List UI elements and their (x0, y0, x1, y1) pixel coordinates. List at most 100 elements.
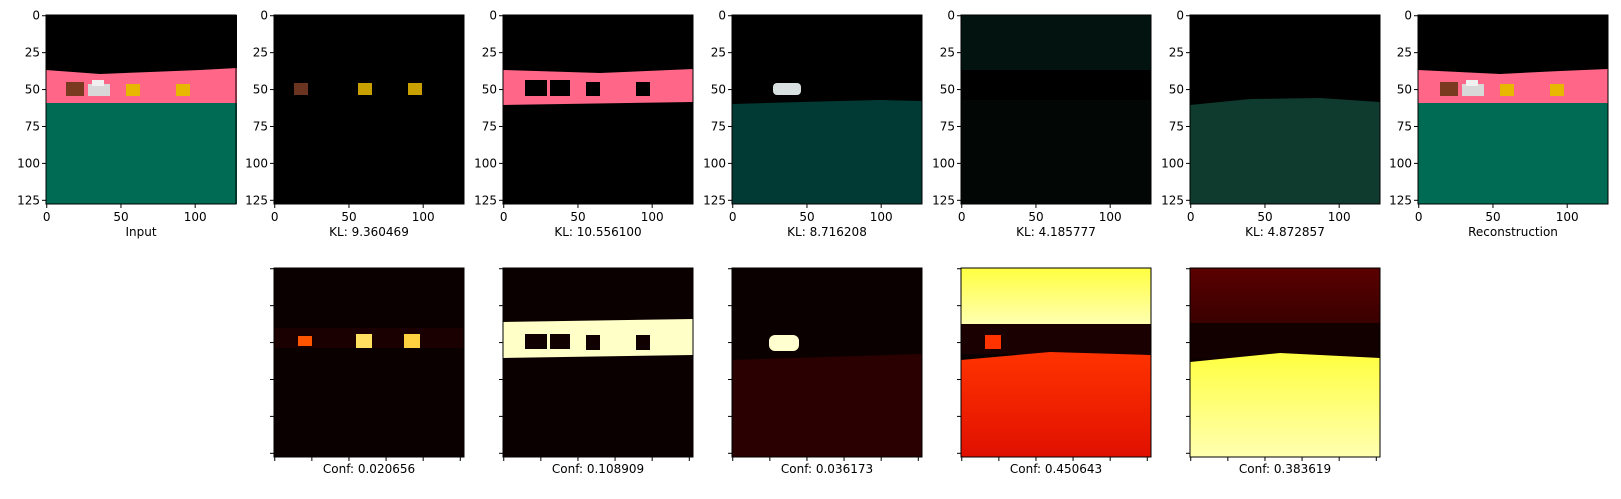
panel-caption: KL: 4.872857 (1245, 225, 1325, 239)
y-tick-label: 50 (253, 83, 268, 97)
axes-frame (960, 267, 1152, 458)
y-tick-label: 50 (1169, 83, 1184, 97)
y-tick-label: 25 (1397, 46, 1412, 60)
y-tick-label: 100 (474, 156, 497, 170)
y-tick-label: 25 (940, 46, 955, 60)
x-tick-label: 50 (570, 210, 585, 224)
panel-caption: KL: 9.360469 (329, 225, 409, 239)
y-tick-label: 125 (703, 193, 726, 207)
x-tick-label: 100 (184, 210, 207, 224)
y-tick-label: 75 (711, 119, 726, 133)
conf-caption: Conf: 0.383619 (1239, 462, 1331, 476)
axes-frame (1417, 14, 1609, 205)
y-tick-label: 25 (25, 46, 40, 60)
x-tick-label: 50 (799, 210, 814, 224)
y-tick-label: 0 (1176, 9, 1184, 23)
axes-frame (1189, 267, 1381, 458)
x-tick-label: 0 (958, 210, 966, 224)
x-tick-label: 100 (1328, 210, 1351, 224)
axes-frame (1189, 14, 1381, 205)
conf-map-5 (1190, 268, 1380, 457)
conf-map-3 (732, 268, 922, 457)
conf-map-1-image (274, 268, 464, 457)
y-tick-label: 25 (253, 46, 268, 60)
y-tick-label: 125 (474, 193, 497, 207)
panel-caption: Reconstruction (1468, 225, 1558, 239)
panel-caption: KL: 4.185777 (1016, 225, 1096, 239)
y-tick-label: 125 (17, 193, 40, 207)
y-tick-label: 75 (482, 119, 497, 133)
panel-caption: Input (125, 225, 156, 239)
y-tick-label: 100 (932, 156, 955, 170)
panel-slot-2-image (503, 15, 693, 204)
x-tick-label: 50 (341, 210, 356, 224)
y-tick-label: 125 (1389, 193, 1412, 207)
y-tick-label: 0 (260, 9, 268, 23)
y-tick-label: 0 (489, 9, 497, 23)
x-tick-label: 0 (729, 210, 737, 224)
y-tick-label: 25 (482, 46, 497, 60)
x-tick-label: 0 (500, 210, 508, 224)
panel-caption: KL: 10.556100 (554, 225, 641, 239)
y-tick-label: 0 (718, 9, 726, 23)
conf-map-2 (503, 268, 693, 457)
conf-map-2-image (503, 268, 693, 457)
panel-input (46, 15, 237, 204)
panel-caption: KL: 8.716208 (787, 225, 867, 239)
y-tick-label: 0 (947, 9, 955, 23)
axes-frame (273, 267, 465, 458)
y-tick-label: 75 (253, 119, 268, 133)
y-tick-label: 100 (703, 156, 726, 170)
conf-caption: Conf: 0.036173 (781, 462, 873, 476)
x-tick-label: 100 (1556, 210, 1579, 224)
y-tick-label: 100 (17, 156, 40, 170)
y-tick-label: 50 (940, 83, 955, 97)
x-tick-label: 0 (1415, 210, 1423, 224)
panel-slot-2 (503, 15, 693, 204)
axes-frame (273, 14, 465, 205)
x-tick-label: 0 (43, 210, 51, 224)
y-tick-label: 75 (940, 119, 955, 133)
y-tick-label: 100 (1389, 156, 1412, 170)
y-tick-label: 25 (711, 46, 726, 60)
y-tick-label: 25 (1169, 46, 1184, 60)
axes-frame (502, 267, 694, 458)
y-tick-label: 125 (245, 193, 268, 207)
y-tick-label: 50 (482, 83, 497, 97)
axes-frame (502, 14, 694, 205)
y-tick-label: 50 (25, 83, 40, 97)
panel-slot-4 (961, 15, 1151, 204)
x-tick-label: 100 (1099, 210, 1122, 224)
conf-caption: Conf: 0.450643 (1010, 462, 1102, 476)
y-tick-label: 125 (932, 193, 955, 207)
panel-slot-5 (1190, 15, 1380, 204)
y-tick-label: 125 (1161, 193, 1184, 207)
axes-bottom-1: Conf: 0.020656 (270, 267, 465, 476)
y-tick-label: 75 (25, 119, 40, 133)
axes-frame (731, 267, 923, 458)
x-tick-label: 50 (1257, 210, 1272, 224)
axes-frame (45, 14, 237, 205)
conf-map-1 (274, 268, 464, 457)
axes-frame (960, 14, 1152, 205)
x-tick-label: 100 (641, 210, 664, 224)
x-tick-label: 50 (1028, 210, 1043, 224)
panel-slot-1-image (274, 15, 464, 204)
y-tick-label: 100 (1161, 156, 1184, 170)
panel-slot-3 (732, 15, 922, 204)
axes-bottom-2: Conf: 0.108909 (499, 267, 694, 476)
conf-caption: Conf: 0.108909 (552, 462, 644, 476)
panel-slot-1 (274, 15, 464, 204)
x-tick-label: 100 (412, 210, 435, 224)
axes-bottom-3: Conf: 0.036173 (728, 267, 923, 476)
axes-frame (731, 14, 923, 205)
y-tick-label: 75 (1397, 119, 1412, 133)
conf-caption: Conf: 0.020656 (323, 462, 415, 476)
y-tick-label: 50 (1397, 83, 1412, 97)
